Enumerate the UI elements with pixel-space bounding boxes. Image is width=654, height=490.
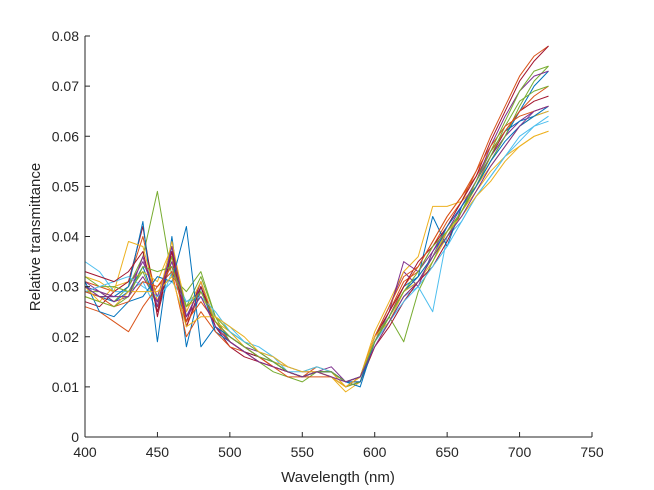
x-axis-label: Wavelength (nm) [281,469,395,486]
series-line-1 [84,70,549,383]
y-tick-label: 0.03 [52,279,79,295]
series-line-5 [85,65,549,388]
x-tick-label: 550 [291,444,315,460]
x-tick-label: 400 [73,444,97,460]
y-tick-label: 0 [71,429,79,445]
series-line-18 [84,65,549,383]
x-tick-label: 600 [363,444,387,460]
x-tick-label: 650 [435,444,459,460]
x-tick-label: 500 [218,444,242,460]
y-tick-label: 0.02 [52,329,79,345]
ticks: 400 450 500 550 600 650 700 750 0 0.01 0.02 0.03 0.0… [52,28,604,460]
y-tick-label: 0.04 [52,229,79,245]
series-line-8 [84,110,549,388]
series-line-2 [84,45,549,388]
series-line-13 [84,120,549,383]
y-axis-label: Relative transmittance [27,163,44,311]
series-line-14 [84,45,549,383]
series-line-7 [84,95,549,383]
y-tick-label: 0.01 [52,379,79,395]
y-tick-label: 0.06 [52,128,79,144]
y-tick-label: 0.05 [52,178,79,194]
series-line-10 [84,110,549,388]
series-line-19 [84,105,549,383]
series-line-16 [84,105,549,388]
x-tick-label: 450 [146,444,170,460]
series-line-11 [84,70,549,383]
series-layer [84,45,549,393]
series-line-9 [84,85,549,388]
series-line-6 [84,115,549,383]
y-tick-label: 0.08 [52,28,79,44]
series-line-12 [84,85,549,388]
y-tick-label: 0.07 [52,78,79,94]
x-tick-label: 750 [580,444,604,460]
series-line-15 [84,105,549,383]
series-line-4 [84,105,549,383]
x-tick-label: 700 [508,444,532,460]
